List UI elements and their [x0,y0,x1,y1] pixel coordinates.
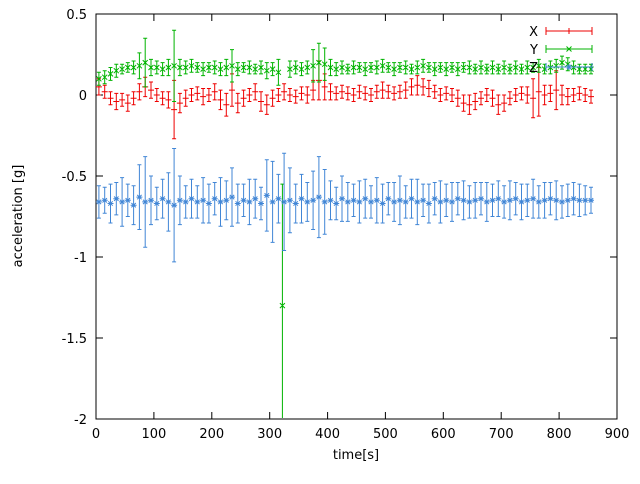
plot-border [95,13,618,420]
legend-label-x: X [529,25,538,40]
x-tick-label: 800 [547,427,572,442]
legend-sample-z [545,63,593,71]
y-tick-label: -0.5 [62,170,87,185]
y-tick-label: -1.5 [62,332,87,347]
legend-label-z: Z [529,61,538,76]
x-tick-label: 900 [605,427,630,442]
series-z [95,148,594,263]
x-tick-label: 600 [431,427,456,442]
y-tick-label: 0 [79,89,87,104]
legend-label-y: Y [529,43,538,58]
x-tick-label: 700 [489,427,514,442]
series-x [95,60,594,140]
y-axis-label: acceleration [g] [11,165,26,268]
y-tick-label: -2 [74,413,87,428]
plot-series [95,29,594,418]
x-tick-label: 400 [315,427,340,442]
x-tick-label: 100 [141,427,166,442]
x-tick-label: 200 [199,427,224,442]
legend-sample-x [545,27,593,35]
legend: XYZ [529,25,593,76]
y-tick-label: 0.5 [66,8,87,23]
plot-frame: 0 100 200 300 400 500 600 700 800 900 0.5 0 -0.5 -1 -1… [62,8,630,442]
x-axis-label: time[s] [333,448,379,463]
x-tick-label: 300 [257,427,282,442]
x-tick-label: 0 [92,427,100,442]
series-y [96,29,594,418]
y-tick-label: -1 [74,251,87,266]
legend-sample-y [545,45,593,53]
x-tick-label: 500 [373,427,398,442]
